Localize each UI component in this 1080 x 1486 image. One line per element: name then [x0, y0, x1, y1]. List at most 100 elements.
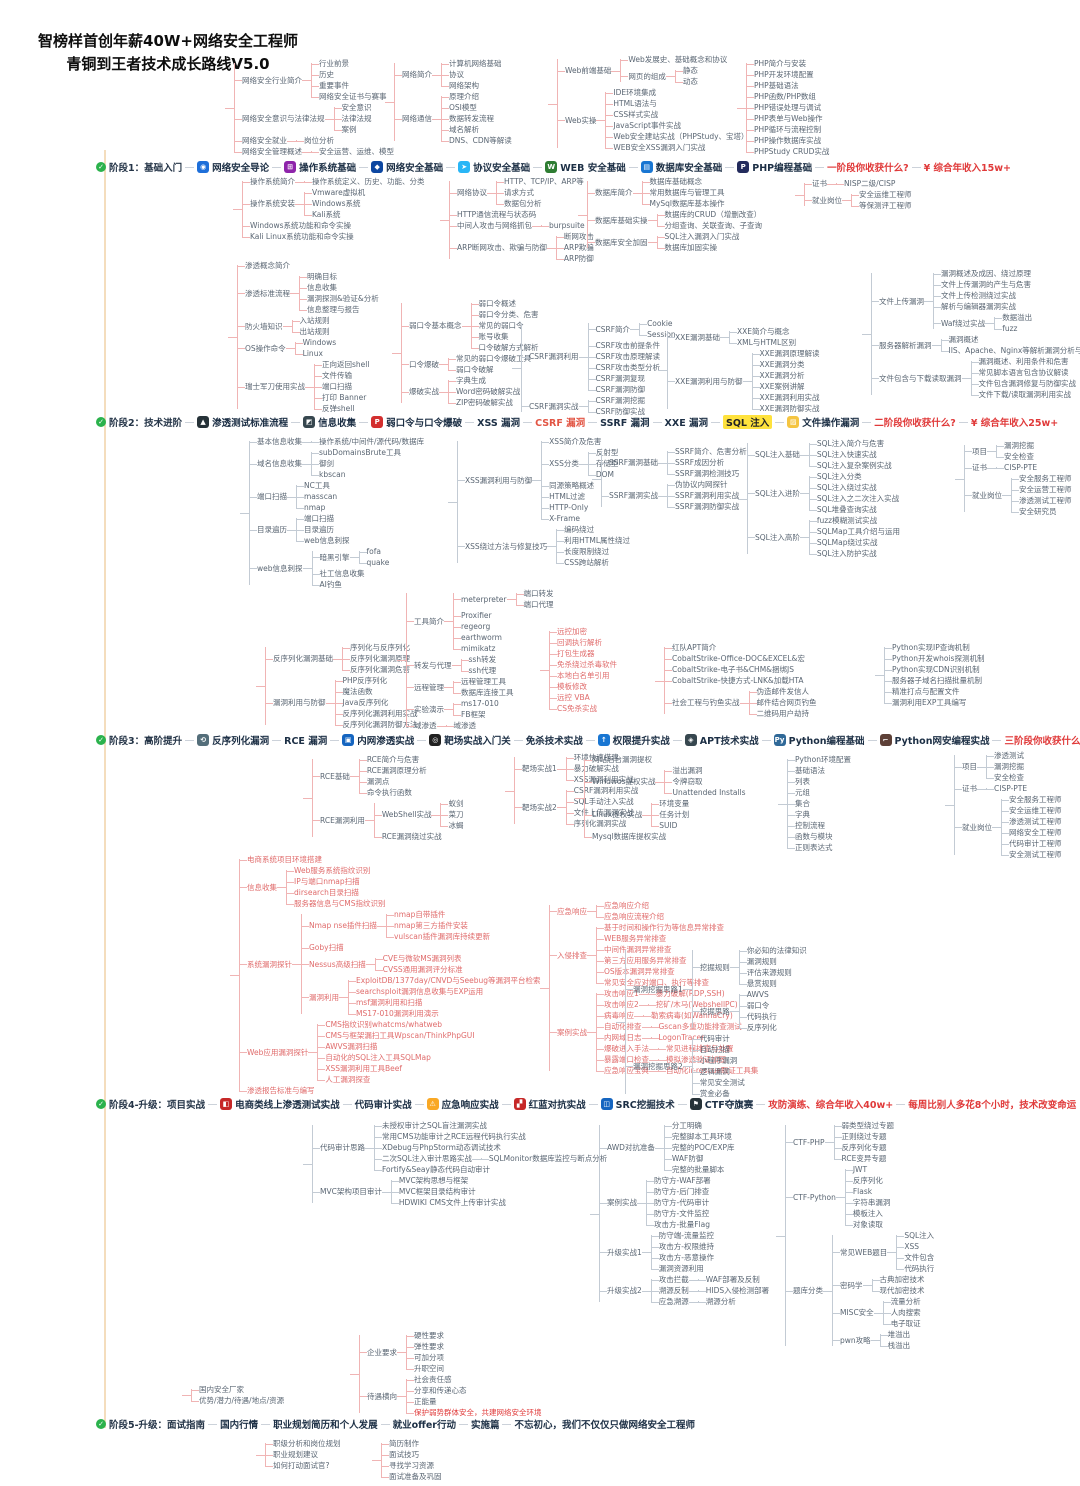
topic-csrf[interactable]: CSRF 漏洞 [535, 418, 586, 429]
tree-node: HTTP、TCP/IP、ARP等 [504, 177, 584, 186]
tree-node: msf漏洞利用和扫描 [356, 998, 423, 1007]
topic-implementation[interactable]: 实施篇 [470, 1420, 500, 1431]
topic-xss[interactable]: XSS 漏洞 [477, 418, 521, 429]
tree-node: CTF-Python [793, 1192, 836, 1202]
tree-node: 安全检查 [994, 773, 1024, 782]
topic-info-gathering[interactable]: ◩ 信息收集 [303, 415, 356, 429]
tree-node: 就业岗位 [972, 490, 1002, 500]
topic-intranet-pentest[interactable]: ▣ 内网渗透实战 [342, 733, 414, 747]
topic-code-audit[interactable]: 代码审计实战 [354, 1100, 412, 1111]
tree-node: 暴力破解(RDP,SSH) [655, 989, 725, 998]
topic-php-basics[interactable]: P PHP编程基础 [737, 160, 812, 174]
tree-node: 防守方-文件监控 [654, 1209, 710, 1218]
tree-node: fuzz模糊测试实战 [816, 516, 878, 525]
tree-node: fuzz [1002, 324, 1018, 333]
tree-node: 攻击响应2 [604, 1000, 639, 1009]
stage1-reward-question[interactable]: 一阶段你收获什么? [827, 163, 909, 174]
tree-node: 数据库连接工具 [461, 688, 514, 697]
topic-python-security[interactable]: ⌐ Python网安编程实战 [879, 733, 989, 747]
tree-node: 密码学 [840, 1280, 863, 1290]
tree-node: OS操作命令 [245, 343, 286, 353]
topic-db-security[interactable]: ▤ 数据库安全基础 [640, 160, 722, 174]
tree-node: Python实现IP查询机制 [892, 643, 970, 652]
branch-connector [533, 166, 543, 168]
topic-range-practice[interactable]: ◎ 靶场实战入门关 [429, 733, 511, 747]
tree-node: 攻击方-权限维持 [658, 1242, 714, 1251]
tree-node: 渗透概念简介 [245, 261, 290, 270]
tree-node: 函数与模块 [795, 832, 833, 841]
stage-label[interactable]: ✓ 阶段1：基础入门 [96, 160, 182, 174]
tree-node: PHP反序列化 [342, 676, 388, 685]
topic-domestic-market[interactable]: 国内行情 [220, 1420, 259, 1431]
tree-node: XML与HTML区别 [737, 338, 797, 347]
topic-apt[interactable]: ◈ APT技术实战 [684, 733, 759, 747]
tree-node: 社会工程与钓鱼实战 [672, 698, 740, 707]
topic-red-blue[interactable]: ▞ 红蓝对抗实战 [513, 1097, 586, 1111]
topic-src-hunting[interactable]: ◫ SRC挖掘技术 [600, 1097, 675, 1111]
branch-connector [585, 739, 595, 741]
topic-deserialization[interactable]: ⟲ 反序列化漏洞 [197, 733, 269, 747]
branch-connector [652, 421, 662, 423]
stage5-motto[interactable]: 不忘初心，我们不仅仅只做网络安全工程师 [514, 1420, 695, 1431]
topic-ctf[interactable]: ⚑ CTF夺旗赛 [689, 1097, 753, 1111]
topic-rce[interactable]: RCE 漏洞 [284, 736, 328, 747]
tree-node: 暴露端口检查 [604, 1055, 649, 1064]
stage4-motto[interactable]: 每周比别人多花8个小时，技术改变命运 [908, 1100, 1077, 1111]
tree-node: 爆破进入手法 [604, 1044, 649, 1053]
tree-node: 社会责任感 [414, 1375, 452, 1384]
topic-pentest-process[interactable]: ▲ 渗透测试标准流程 [197, 415, 288, 429]
topic-career-planning[interactable]: 职业规划简历和个人发展 [273, 1420, 378, 1431]
stage2-reward-question[interactable]: 二阶段你收获什么? [874, 418, 956, 429]
tree-node: 人肉搜索 [890, 1308, 921, 1317]
cluster-netsec-basics: 网络简介 计算机网络基础 协议 网络架构 网络通信 原理介绍 OSI模型 数据转发流程 域名解析… [385, 58, 512, 146]
branch-connector [502, 1423, 512, 1425]
topic-python-basics[interactable]: Py Python编程基础 [773, 734, 865, 747]
stage-label[interactable]: ✓ 阶段3：高阶提升 [96, 733, 182, 747]
tree-node: 字符串漏洞 [852, 1198, 891, 1207]
topic-av-evasion[interactable]: 免杀技术实战 [525, 736, 583, 747]
stage-label[interactable]: ✓ 阶段4-升级：项目实战 [96, 1097, 205, 1111]
branch-connector [756, 1103, 766, 1105]
tree-node: 就业岗位 [962, 822, 992, 832]
tree-node: SQL注入防护实战 [816, 549, 877, 558]
topic-ssrf[interactable]: SSRF 漏洞 [600, 418, 650, 429]
stage1-income[interactable]: ¥ 综合年收入15w+ [923, 163, 1012, 174]
tree-node: PHP开发环境配置 [754, 70, 814, 79]
topic-netsec-basics[interactable]: ◆ 网络安全基础 [371, 160, 443, 174]
tree-node: 安全意识 [341, 103, 372, 112]
topic-netsec-intro[interactable]: ◉ 网络安全导论 [197, 160, 269, 174]
topic-job-offer[interactable]: 就业offer行动 [392, 1420, 456, 1431]
topic-protocol-security[interactable]: ➤ 协议安全基础 [458, 160, 530, 174]
topic-xxe[interactable]: XXE 漏洞 [664, 418, 708, 429]
stage4-income[interactable]: 攻防演练、综合年收入40w+ [768, 1100, 894, 1111]
stage3-reward-question[interactable]: 三阶段你收获什么? [1004, 736, 1080, 747]
tree-node: vulscan插件漏洞库持续更新 [393, 932, 491, 941]
topic-privilege-escalation[interactable]: ↑ 权限提升实战 [597, 733, 670, 747]
tree-node: 弱口令概述 [478, 299, 517, 308]
tree-node: Fortify&Seay静态代码自动审计 [382, 1165, 490, 1174]
tree-node: 反序列化漏洞原理 [350, 654, 410, 663]
tree-node: 社工信息收集 [319, 569, 365, 578]
tree-node: 自动扫描 [699, 1045, 730, 1054]
tree-node: AWVS漏洞扫描 [325, 1042, 378, 1051]
cluster-weak-password: 弱口令基本概念 弱口令概述 弱口令分类、危害 常见的弱口令 账号收集 口令破解方式解析 口令… [392, 298, 539, 408]
topic-incident-response-icon: ⚠ [426, 1098, 439, 1110]
topic-sql-injection[interactable]: SQL 注入 [723, 415, 773, 429]
topic-weak-password[interactable]: P 弱口令与口令爆破 [371, 415, 462, 429]
tree-node: SQL注入简介与危害 [816, 439, 885, 448]
stage-label[interactable]: ✓ 阶段5-升级：面试指南 [96, 1417, 205, 1431]
tree-node: 漏洞利用EXP工具编写 [892, 698, 967, 707]
tree-node: Cookie [647, 319, 673, 328]
topic-ecommerce-pentest[interactable]: ◧ 电商类线上渗透测试实战 [220, 1097, 340, 1111]
topic-incident-response[interactable]: ⚠ 应急响应实战 [426, 1097, 499, 1111]
topic-os-basics-icon: ⊞ [284, 161, 297, 173]
topic-os-basics[interactable]: ⊞ 操作系统基础 [284, 160, 356, 174]
topic-file-ops[interactable]: ▨ 文件操作漏洞 [787, 415, 859, 429]
tree-node: CS免杀实战 [557, 704, 597, 713]
stage-label[interactable]: ✓ 阶段2：技术进阶 [96, 415, 182, 429]
stage2-income[interactable]: ¥ 综合年收入25w+ [970, 418, 1059, 429]
topic-web-security[interactable]: W WEB 安全基础 [545, 160, 626, 174]
tree-node: 网页的组成 [628, 71, 666, 81]
tree-node: 代码审计 [699, 1034, 730, 1043]
branch-connector [896, 1103, 906, 1105]
